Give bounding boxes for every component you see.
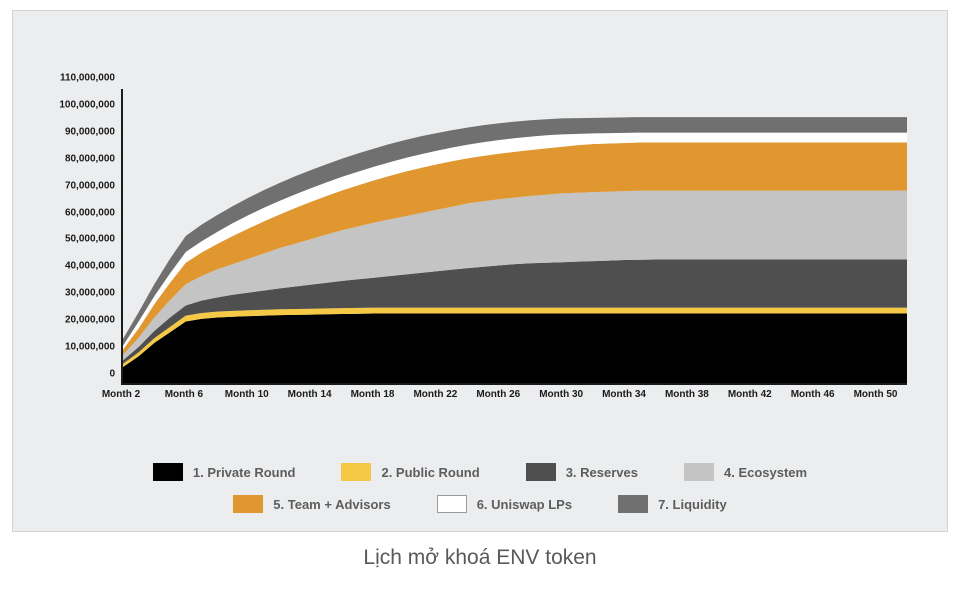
x-tick: Month 22 (413, 389, 457, 400)
x-tick: Month 46 (791, 389, 835, 400)
chart-area: 0 10,000,000 20,000,000 30,000,000 40,000,00… (43, 89, 917, 413)
x-tick: Month 50 (854, 389, 898, 400)
legend-item: 1. Private Round (153, 463, 296, 481)
x-tick: Month 2 (102, 389, 140, 400)
legend-swatch (341, 463, 371, 481)
legend-row-1: 1. Private Round 2. Public Round 3. Reserv… (153, 463, 807, 481)
legend: 1. Private Round 2. Public Round 3. Reserv… (43, 463, 917, 513)
x-tick: Month 42 (728, 389, 772, 400)
x-tick: Month 30 (539, 389, 583, 400)
legend-swatch (233, 495, 263, 513)
y-tick: 40,000,000 (65, 261, 115, 272)
y-tick: 20,000,000 (65, 315, 115, 326)
y-tick: 0 (109, 369, 115, 380)
x-tick: Month 10 (225, 389, 269, 400)
y-tick: 90,000,000 (65, 126, 115, 137)
legend-label: 2. Public Round (381, 465, 479, 480)
legend-item: 3. Reserves (526, 463, 638, 481)
y-tick: 70,000,000 (65, 180, 115, 191)
legend-swatch (437, 495, 467, 513)
legend-item: 5. Team + Advisors (233, 495, 390, 513)
legend-swatch (526, 463, 556, 481)
legend-item: 7. Liquidity (618, 495, 727, 513)
x-tick: Month 14 (288, 389, 332, 400)
legend-item: 6. Uniswap LPs (437, 495, 572, 513)
area-1-private-round (123, 314, 907, 383)
legend-swatch (684, 463, 714, 481)
legend-swatch (618, 495, 648, 513)
x-tick: Month 34 (602, 389, 646, 400)
x-tick: Month 6 (165, 389, 203, 400)
legend-label: 1. Private Round (193, 465, 296, 480)
y-tick: 10,000,000 (65, 342, 115, 353)
stacked-area-svg (123, 89, 907, 383)
y-axis: 0 10,000,000 20,000,000 30,000,000 40,000,00… (43, 89, 121, 385)
x-tick: Month 26 (476, 389, 520, 400)
legend-item: 4. Ecosystem (684, 463, 807, 481)
legend-label: 7. Liquidity (658, 497, 727, 512)
y-tick: 100,000,000 (59, 99, 115, 110)
page-frame: 0 10,000,000 20,000,000 30,000,000 40,000,00… (0, 0, 960, 597)
caption: Lịch mở khoá ENV token (12, 546, 948, 570)
y-tick: 30,000,000 (65, 288, 115, 299)
legend-item: 2. Public Round (341, 463, 479, 481)
plot-area (121, 89, 907, 385)
x-tick: Month 38 (665, 389, 709, 400)
y-tick: 80,000,000 (65, 153, 115, 164)
legend-swatch (153, 463, 183, 481)
legend-label: 3. Reserves (566, 465, 638, 480)
legend-row-2: 5. Team + Advisors 6. Uniswap LPs 7. Liqui… (233, 495, 726, 513)
x-axis: Month 2Month 6Month 10Month 14Month 18Mo… (121, 385, 907, 413)
x-tick: Month 18 (351, 389, 395, 400)
y-tick: 110,000,000 (60, 73, 115, 84)
legend-label: 6. Uniswap LPs (477, 497, 572, 512)
legend-label: 4. Ecosystem (724, 465, 807, 480)
chart-card: 0 10,000,000 20,000,000 30,000,000 40,000,00… (12, 10, 948, 532)
legend-label: 5. Team + Advisors (273, 497, 390, 512)
y-tick: 50,000,000 (65, 234, 115, 245)
y-tick: 60,000,000 (65, 207, 115, 218)
